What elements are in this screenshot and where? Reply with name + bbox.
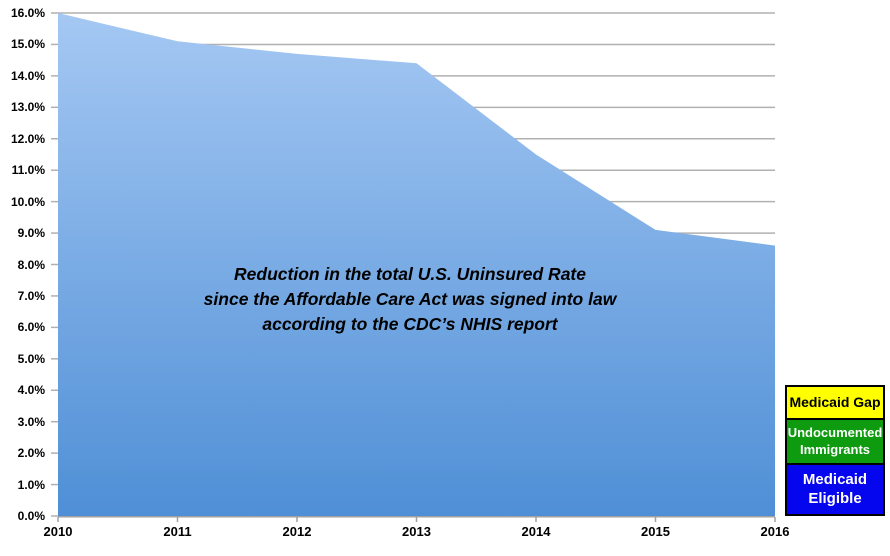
legend-item-undocumented-immigrants: Undocumented Immigrants: [785, 418, 885, 465]
chart-legend: Medicaid Gap Undocumented Immigrants Med…: [785, 385, 885, 516]
chart-title-line-1: Reduction in the total U.S. Uninsured Ra…: [234, 264, 586, 284]
chart-title-line-3: according to the CDC’s NHIS report: [262, 314, 558, 334]
x-tick-label: 2012: [282, 524, 312, 539]
y-tick-label: 5.0%: [17, 351, 45, 366]
x-tick-label: 2016: [760, 524, 790, 539]
uninsured-rate-area-series: [58, 13, 775, 516]
y-tick-label: 8.0%: [17, 257, 45, 272]
y-tick-label: 3.0%: [17, 414, 45, 429]
y-tick-label: 2.0%: [17, 446, 45, 461]
y-tick-label: 10.0%: [10, 194, 45, 209]
axis-lines-and-ticks: [57, 516, 776, 522]
legend-label-undocumented-immigrants: Undocumented Immigrants: [787, 425, 883, 457]
y-tick-label: 12.0%: [10, 131, 45, 146]
y-tick-label: 14.0%: [10, 68, 45, 83]
chart-title: Reduction in the total U.S. Uninsured Ra…: [110, 262, 710, 337]
x-tick-label: 2013: [402, 524, 431, 539]
y-tick-label: 9.0%: [17, 226, 45, 241]
y-tick-label: 13.0%: [10, 100, 45, 115]
legend-item-medicaid-gap: Medicaid Gap: [785, 385, 885, 420]
legend-label-medicaid-gap: Medicaid Gap: [789, 393, 881, 410]
x-tick-label: 2010: [43, 524, 73, 539]
x-tick-label: 2011: [163, 524, 192, 539]
x-tick-label: 2014: [521, 524, 551, 539]
legend-label-medicaid-eligible: Medicaid Eligible: [802, 470, 868, 507]
chart-title-line-2: since the Affordable Care Act was signed…: [203, 289, 617, 309]
y-tick-label: 11.0%: [11, 163, 45, 178]
y-tick-label: 15.0%: [10, 37, 45, 52]
y-tick-label: 7.0%: [17, 288, 45, 303]
y-tick-label: 0.0%: [17, 509, 45, 523]
y-tick-label: 16.0%: [10, 6, 45, 20]
y-tick-label: 4.0%: [17, 383, 45, 398]
y-tick-label: 1.0%: [17, 477, 45, 492]
x-tick-label: 2015: [641, 524, 670, 539]
legend-item-medicaid-eligible: Medicaid Eligible: [785, 463, 885, 516]
y-tick-label: 6.0%: [17, 320, 45, 335]
y-axis: 0.0% 1.0% 2.0% 3.0% 4.0% 5.0% 6.0% 7.0% 8.0% 9.0%…: [0, 0, 48, 556]
